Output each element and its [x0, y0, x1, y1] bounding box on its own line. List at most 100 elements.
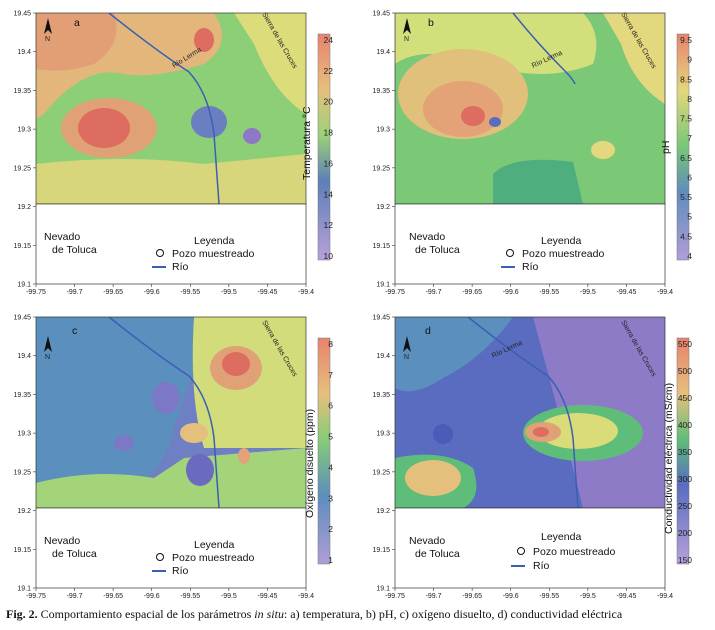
colorbar-tick-label: 6 [687, 172, 692, 182]
colorbar-tick-label: 5 [687, 212, 692, 222]
y-tick-label: 19.35 [13, 88, 31, 95]
nevado-line1: Nevado [409, 231, 445, 243]
x-tick-label: -99.55 [180, 289, 200, 294]
colorbar-tick-label: 7 [687, 133, 692, 143]
colorbar-ticks-a: 24 22 20 18 16 14 12 10 [324, 35, 334, 261]
colorbar-tick-label: 200 [678, 528, 692, 538]
panel-letter: c [72, 325, 77, 337]
panel-c: c N Sierra de las Cruces Nevado de Toluc… [4, 308, 334, 601]
caption-in-situ: in situ [254, 607, 284, 621]
colorbar-tick-label: 16 [324, 158, 334, 168]
colorbar-title: Oxígeno disuelto (ppm) [304, 409, 316, 518]
colorbar-title: Conductividad eléctrica (mS/cm) [663, 383, 675, 534]
caption-prefix: Comportamiento espacial de los parámetro… [40, 607, 252, 621]
colorbar-tick-label: 4 [328, 462, 333, 472]
x-ticks-c: -99.75 -99.7 -99.65 -99.6 -99.55 -99.5 -99.45 -… [26, 588, 314, 600]
colorbar-tick-label: 14 [324, 189, 334, 199]
map-a [36, 13, 306, 204]
x-tick-label: -99.6 [144, 289, 160, 294]
x-tick-label: -99.45 [616, 289, 636, 294]
well-icon [506, 249, 514, 257]
colorbar-tick-label: 7 [328, 370, 333, 380]
colorbar-tick-label: 5 [328, 432, 333, 442]
colorbar-tick-label: 10 [324, 251, 334, 261]
y-tick-label: 19.4 [17, 49, 31, 56]
x-ticks-a: -99.75 -99.7 -99.65 -99.6 -99.55 -99.5 -99.45 -… [26, 284, 314, 296]
y-tick-label: 19.4 [376, 353, 390, 360]
x-tick-label: -99.4 [298, 593, 314, 598]
north-label: N [45, 354, 50, 361]
panel-b: b N Río Lerma Sierra de las Cruces Nevad… [363, 4, 693, 297]
nevado-line1: Nevado [44, 535, 80, 547]
colorbar-tick-label: 7.5 [680, 114, 692, 124]
colorbar-tick-label: 450 [678, 393, 692, 403]
legend-title: Leyenda [541, 235, 581, 247]
y-ticks-b: 19.45 19.4 19.35 19.3 19.25 19.2 19.15 19.1 [372, 11, 395, 289]
x-tick-label: -99.6 [144, 593, 160, 598]
legend-well: Pozo muestreado [172, 552, 254, 564]
x-tick-label: -99.45 [616, 593, 636, 598]
colorbar-ticks-c: 8 7 6 5 4 3 2 1 [328, 339, 333, 565]
x-tick-label: -99.65 [462, 289, 482, 294]
y-tick-label: 19.1 [17, 282, 31, 289]
colorbar-tick-label: 9 [687, 55, 692, 65]
panel-a-svg: a N Río Lerma Sierra de las Cruces Nevad… [13, 11, 334, 297]
x-tick-label: -99.75 [385, 289, 405, 294]
colorbar-tick-label: 9.5 [680, 35, 692, 45]
colorbar-tick-label: 4 [687, 251, 692, 261]
x-tick-label: -99.5 [580, 289, 596, 294]
y-tick-label: 19.3 [376, 127, 390, 134]
y-tick-label: 19.3 [17, 127, 31, 134]
colorbar-tick-label: 6 [328, 401, 333, 411]
map-c [36, 317, 306, 508]
colorbar-tick-label: 24 [324, 35, 334, 45]
legend-river: Río [172, 261, 189, 273]
y-tick-label: 19.1 [17, 586, 31, 593]
legend-well: Pozo muestreado [522, 248, 604, 260]
well-icon [156, 249, 164, 257]
x-ticks-d: -99.75 -99.7 -99.65 -99.6 -99.55 -99.5 -99.45 -… [385, 588, 673, 600]
x-tick-label: -99.4 [657, 593, 673, 598]
well-icon [156, 553, 164, 561]
y-tick-label: 19.25 [372, 165, 390, 172]
colorbar-tick-label: 22 [324, 66, 334, 76]
y-tick-label: 19.25 [372, 469, 390, 476]
nevado-line2: de Toluca [415, 548, 460, 560]
y-tick-label: 19.3 [376, 431, 390, 438]
y-tick-label: 19.2 [17, 204, 31, 211]
y-ticks-c: 19.45 19.4 19.35 19.3 19.25 19.2 19.15 19.1 [13, 315, 36, 593]
x-tick-label: -99.55 [539, 593, 559, 598]
x-tick-label: -99.4 [298, 289, 314, 294]
x-tick-label: -99.5 [221, 593, 237, 598]
nevado-line2: de Toluca [52, 548, 97, 560]
x-tick-label: -99.45 [257, 593, 277, 598]
panel-letter: d [425, 325, 431, 337]
y-tick-label: 19.3 [17, 431, 31, 438]
map-d [395, 317, 665, 508]
x-ticks-b: -99.75 -99.7 -99.65 -99.6 -99.55 -99.5 -99.45 -… [385, 284, 673, 296]
x-tick-label: -99.65 [103, 593, 123, 598]
x-tick-label: -99.55 [180, 593, 200, 598]
panel-d: d N Río Lerma Sierra de las Cruces Nevad… [363, 308, 693, 601]
legend-river: Río [533, 560, 550, 572]
y-tick-label: 19.35 [372, 88, 390, 95]
y-tick-label: 19.45 [372, 315, 390, 322]
y-tick-label: 19.2 [376, 508, 390, 515]
caption-suffix: : a) temperatura, b) pH, c) oxígeno disu… [283, 607, 623, 621]
well-icon [517, 547, 525, 555]
y-tick-label: 19.35 [13, 392, 31, 399]
colorbar-c [317, 337, 331, 565]
x-tick-label: -99.5 [580, 593, 596, 598]
colorbar-tick-label: 400 [678, 420, 692, 430]
north-arrow: N [44, 336, 52, 361]
x-tick-label: -99.55 [539, 289, 559, 294]
y-tick-label: 19.1 [376, 586, 390, 593]
y-tick-label: 19.2 [376, 204, 390, 211]
panel-letter: a [74, 17, 80, 29]
colorbar-d [676, 337, 690, 565]
colorbar-tick-label: 250 [678, 501, 692, 511]
x-tick-label: -99.6 [503, 289, 519, 294]
nevado-line1: Nevado [44, 231, 80, 243]
colorbar-a [317, 33, 331, 261]
y-tick-label: 19.4 [17, 353, 31, 360]
